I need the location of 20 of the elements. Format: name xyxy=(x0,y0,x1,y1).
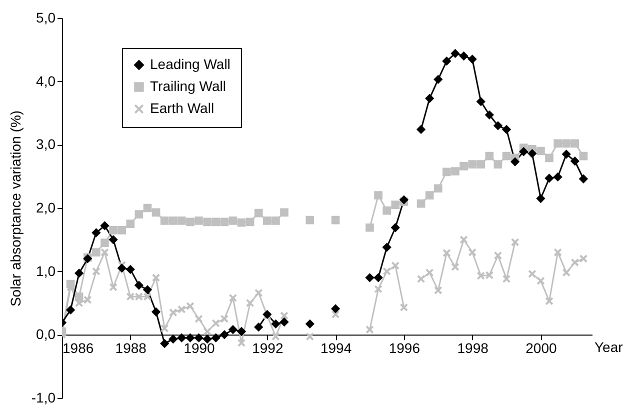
x-tick-label: 1988 xyxy=(115,340,147,356)
y-tick-label: 2,0 xyxy=(36,200,56,216)
legend-label: Leading Wall xyxy=(150,56,230,72)
y-axis-title: Solar absorptance variation (%) xyxy=(7,110,24,307)
x-tick-label: 1994 xyxy=(320,340,352,356)
y-tick-label: -1,0 xyxy=(31,390,56,406)
legend-label: Earth Wall xyxy=(150,100,214,116)
x-tick-label: 1990 xyxy=(184,340,216,356)
legend-label: Trailing Wall xyxy=(150,78,226,94)
y-tick-label: 0,0 xyxy=(36,326,56,342)
y-tick-label: 4,0 xyxy=(36,72,56,89)
x-tick-label: 2000 xyxy=(526,340,557,356)
x-tick-label: 1998 xyxy=(457,340,489,356)
x-tick-label: 1992 xyxy=(252,340,284,356)
y-tick-label: 3,0 xyxy=(36,136,56,152)
x-axis-title: Year xyxy=(594,339,624,356)
y-tick-label: 1,0 xyxy=(36,262,56,279)
y-tick-label: 5,0 xyxy=(36,10,56,26)
x-tick-label: 1986 xyxy=(62,340,94,356)
x-tick-label: 1996 xyxy=(388,340,420,356)
